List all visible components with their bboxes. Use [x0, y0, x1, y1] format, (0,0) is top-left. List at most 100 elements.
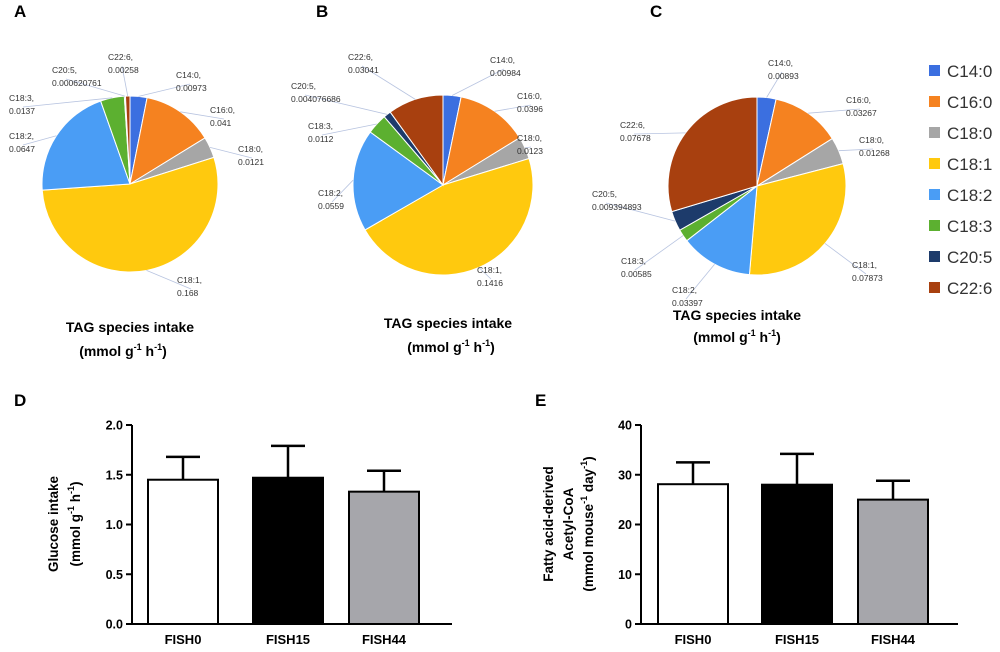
slice-value-label: 0.0396: [517, 104, 543, 114]
slice-label: C18:1,: [852, 260, 877, 270]
pie-slice: [756, 98, 834, 188]
bar: [252, 476, 324, 625]
pie-slice: [41, 156, 219, 273]
slice-label: C16:0,: [517, 91, 542, 101]
legend-label: C14:0: [947, 62, 992, 81]
slice-label: C16:0,: [846, 95, 871, 105]
y-tick-label: 30: [618, 468, 632, 482]
y-tick-label: 1.5: [106, 468, 123, 482]
label-leader-line: [304, 94, 388, 115]
slice-value-label: 0.03041: [348, 65, 379, 75]
label-leader-line: [121, 65, 129, 97]
y-tick-label: 1.0: [106, 518, 123, 532]
pie-slice: [352, 131, 444, 231]
label-leader-line: [605, 202, 676, 222]
pie-slice: [124, 95, 131, 185]
y-axis-title-d: Glucose intake (mmol g-1 h-1): [46, 475, 83, 572]
panel-letter: E: [535, 391, 546, 410]
slice-label: C18:2,: [672, 285, 697, 295]
legend-swatch: [929, 220, 940, 231]
label-leader-line: [685, 263, 715, 300]
slice-label: C14:0,: [176, 70, 201, 80]
pie-caption-a: TAG species intake (mmol g-1 h-1): [66, 319, 194, 359]
label-leader-line: [634, 235, 684, 271]
y-tick-label: 10: [618, 568, 632, 582]
y-axis-title-line3: (mmol mouse-1 day-1): [579, 456, 596, 591]
slice-label: C18:3,: [621, 256, 646, 266]
slice-value-label: 0.004076686: [291, 94, 341, 104]
label-leader-line: [146, 270, 192, 290]
x-tick-label: FISH44: [362, 632, 407, 647]
legend-swatch: [929, 65, 940, 76]
x-tick-label: FISH44: [871, 632, 916, 647]
slice-value-label: 0.03397: [672, 298, 703, 308]
slice-label: C22:6,: [108, 52, 133, 62]
y-axis-title-line1: Fatty acid-derived: [541, 466, 556, 582]
y-tick-label: 40: [618, 419, 632, 433]
legend-label: C16:0: [947, 93, 992, 112]
slice-value-label: 0.0137: [9, 106, 35, 116]
y-tick-label: 0.5: [106, 568, 123, 582]
slice-value-label: 0.1416: [477, 278, 503, 288]
panel-letter: C: [650, 2, 662, 21]
y-tick-label: 0: [625, 618, 632, 632]
y-tick-label: 2.0: [106, 419, 123, 433]
slice-value-label: 0.03267: [846, 108, 877, 118]
legend-label: C18:3: [947, 217, 992, 236]
y-axis-title-line2: Acetyl-CoA: [561, 487, 576, 560]
slice-value-label: 0.0559: [318, 201, 344, 211]
legend-label: C18:1: [947, 155, 992, 174]
pie-chart-a: C14:0, 0.00973 C16:0, 0.041 C18:0, 0.0121 C18:…: [9, 52, 264, 298]
label-leader-line: [321, 123, 377, 136]
slice-value-label: 0.00973: [176, 83, 207, 93]
legend-label: C18:2: [947, 186, 992, 205]
pie-chart-c: C14:0, 0.00893 C16:0, 0.03267 C18:0, 0.01268 C…: [592, 58, 890, 308]
pie-caption-c: TAG species intake (mmol g-1 h-1): [673, 307, 801, 345]
caption-line2: (mmol g-1 h-1): [693, 328, 781, 345]
slice-value-label: 0.000620761: [52, 78, 102, 88]
pie-chart-b: C14:0, 0.00984 C16:0, 0.0396 C18:0, 0.0123 C18…: [291, 52, 543, 288]
y-axis-title-line1: Glucose intake: [46, 475, 61, 572]
slice-label: C22:6,: [348, 52, 373, 62]
slice-label: C18:1,: [477, 265, 502, 275]
slice-value-label: 0.041: [210, 118, 232, 128]
label-leader-line: [451, 68, 505, 96]
slice-value-label: 0.00893: [768, 71, 799, 81]
slice-label: C18:2,: [318, 188, 343, 198]
slice-label: C18:1,: [177, 275, 202, 285]
slice-value-label: 0.168: [177, 288, 199, 298]
label-leader-line: [22, 135, 57, 146]
caption-line1: TAG species intake: [66, 319, 194, 335]
slice-value-label: 0.07678: [620, 133, 651, 143]
legend-swatch: [929, 282, 940, 293]
label-leader-line: [633, 132, 686, 135]
label-leader-line: [22, 97, 113, 108]
slice-value-label: 0.00984: [490, 68, 521, 78]
label-leader-line: [478, 267, 492, 280]
legend-swatch: [929, 96, 940, 107]
x-tick-label: FISH0: [675, 632, 712, 647]
bar: [147, 478, 219, 625]
y-axis-title-line2: (mmol g-1 h-1): [66, 481, 83, 566]
y-axis-title-e: Fatty acid-derived Acetyl-CoA (mmol mous…: [541, 456, 596, 591]
label-leader-line: [65, 78, 126, 97]
slice-value-label: 0.0647: [9, 144, 35, 154]
slice-label: C14:0,: [490, 55, 515, 65]
slice-value-label: 0.01268: [859, 148, 890, 158]
bar: [761, 483, 833, 626]
label-leader-line: [524, 146, 532, 149]
legend-label: C22:6: [947, 279, 992, 298]
slice-value-label: 0.0112: [308, 134, 334, 144]
label-leader-line: [361, 65, 416, 100]
label-leader-line: [838, 148, 874, 152]
label-leader-line: [808, 108, 861, 114]
label-leader-line: [209, 147, 253, 159]
caption-line1: TAG species intake: [673, 307, 801, 323]
legend-swatch: [929, 158, 940, 169]
bar-chart-d: FISH0 FISH15 FISH44 0.0 0.5 1.0 1.5 2.0: [106, 419, 452, 647]
slice-label: C14:0,: [768, 58, 793, 68]
y-tick-label: 0.0: [106, 618, 123, 632]
slice-value-label: 0.00585: [621, 269, 652, 279]
x-tick-label: FISH15: [775, 632, 819, 647]
